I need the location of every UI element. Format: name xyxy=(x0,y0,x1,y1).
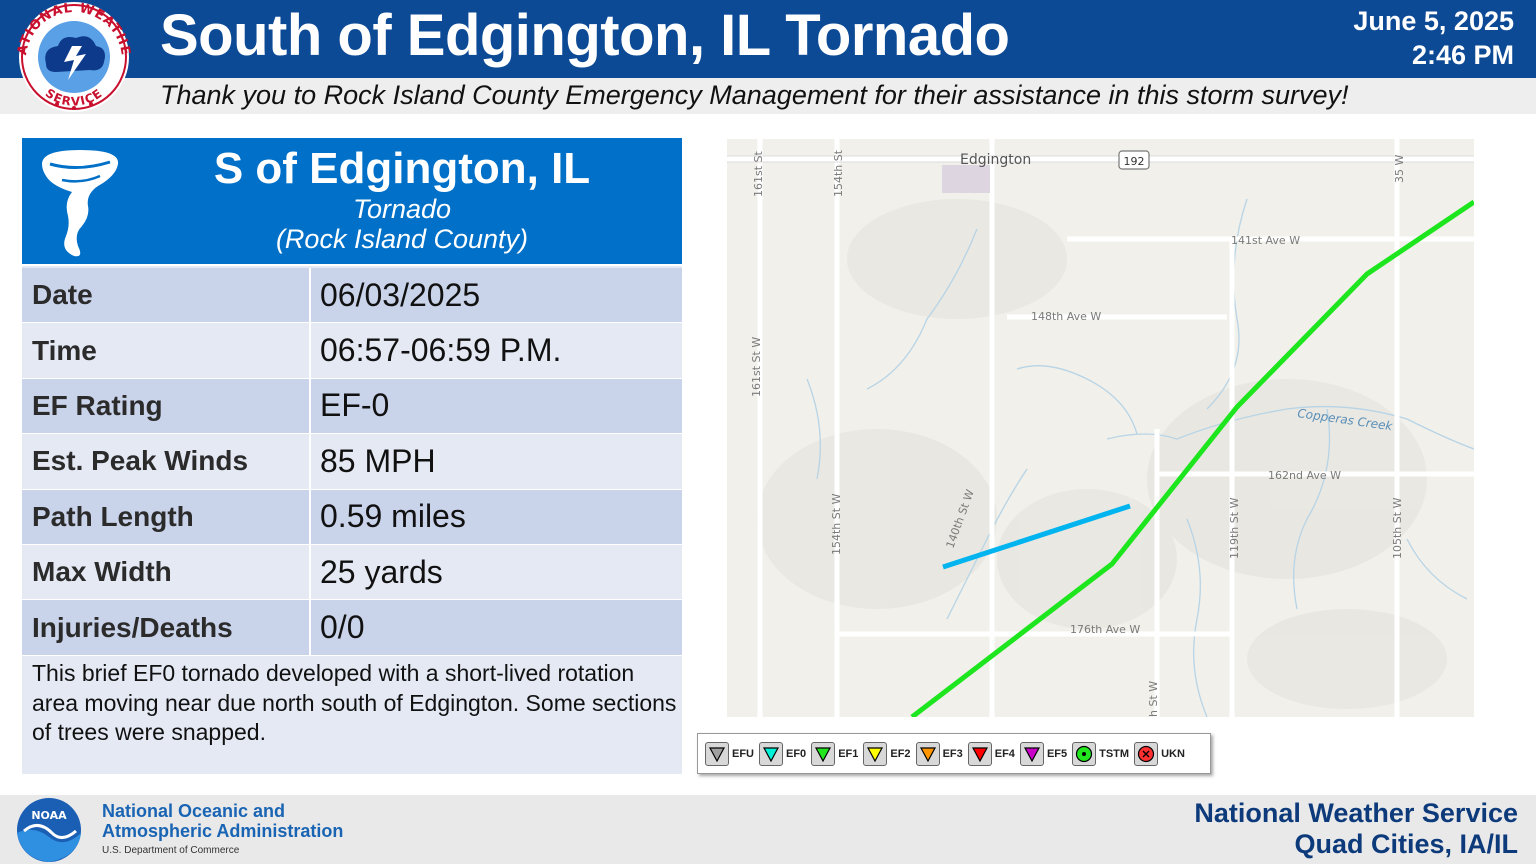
row-ef-rating: EF Rating EF-0 xyxy=(22,378,682,435)
row-label: Date xyxy=(22,268,311,323)
legend-item-tstm: TSTM xyxy=(1072,741,1130,766)
noaa-name-line1: National Oceanic and xyxy=(102,801,286,821)
thanks-bar xyxy=(0,78,1536,114)
tornado-info-card: S of Edgington, IL Tornado (Rock Island … xyxy=(22,138,682,774)
town-label: Edgington xyxy=(960,152,1031,168)
nws-office-name: National Weather Service xyxy=(1194,798,1518,828)
row-label: Injuries/Deaths xyxy=(22,600,311,655)
row-max-width: Max Width 25 yards xyxy=(22,544,682,601)
highway-number: 192 xyxy=(1124,155,1145,168)
legend-label: EF2 xyxy=(890,747,911,760)
row-label: Est. Peak Winds xyxy=(22,434,311,489)
row-injuries-deaths: Injuries/Deaths 0/0 xyxy=(22,600,682,656)
streams xyxy=(806,198,1474,717)
legend-item-ef5: EF5 xyxy=(1019,741,1068,766)
town-area xyxy=(942,165,990,193)
tornado-track-map[interactable]: Edgington 192 161st St 154th St 35 W 141… xyxy=(727,139,1474,717)
legend-item-ukn: UKN xyxy=(1134,741,1185,766)
row-label: Max Width xyxy=(22,544,311,600)
row-value: 0/0 xyxy=(320,609,365,646)
thanks-message: Thank you to Rock Island County Emergenc… xyxy=(160,80,1349,110)
triangle-down-icon xyxy=(863,741,888,766)
legend-label: TSTM xyxy=(1099,747,1130,760)
road-label: 162nd Ave W xyxy=(1268,469,1341,482)
row-value: EF-0 xyxy=(320,387,390,424)
card-header: S of Edgington, IL Tornado (Rock Island … xyxy=(22,138,682,266)
triangle-down-icon xyxy=(811,741,836,766)
legend-label: EF5 xyxy=(1046,747,1068,760)
row-label: EF Rating xyxy=(22,378,311,434)
issue-date: June 5, 2025 xyxy=(1353,6,1514,36)
row-path-length: Path Length 0.59 miles xyxy=(22,489,682,545)
road-label: 141st Ave W xyxy=(1231,234,1300,247)
road-label: 154th St W xyxy=(830,493,843,555)
ef1-tornado-track[interactable] xyxy=(910,199,1474,717)
road-label: 148th Ave W xyxy=(1031,310,1101,323)
row-time: Time 06:57-06:59 P.M. xyxy=(22,323,682,379)
legend-item-ef4: EF4 xyxy=(967,741,1015,766)
details-table: Date 06/03/2025 Time 06:57-06:59 P.M. EF… xyxy=(22,268,682,656)
legend-item-ef2: EF2 xyxy=(863,741,911,766)
road-label: 35 W xyxy=(1393,155,1406,183)
road-label: 154th St xyxy=(832,149,845,197)
triangle-down-icon xyxy=(759,741,783,766)
footer-bar xyxy=(0,795,1536,864)
legend-label: EF4 xyxy=(994,747,1015,760)
ef-rating-legend: EFU EF0 EF1 EF2 EF3 EF4 EF5 TSTM xyxy=(697,733,1211,774)
row-label: Time xyxy=(22,323,311,378)
row-value: 06/03/2025 xyxy=(320,276,481,313)
legend-label: EF0 xyxy=(786,747,807,760)
legend-item-efu: EFU xyxy=(705,741,754,766)
row-value: 85 MPH xyxy=(320,442,436,479)
noaa-logo-text: NOAA xyxy=(31,809,67,822)
triangle-down-icon xyxy=(1019,741,1044,766)
nws-office-location: Quad Cities, IA/IL xyxy=(1294,829,1518,859)
legend-label: UKN xyxy=(1161,747,1185,760)
legend-label: EFU xyxy=(732,747,754,760)
legend-label: EF3 xyxy=(942,747,963,760)
road-label: 161st St xyxy=(752,150,765,197)
road-edges xyxy=(727,155,1474,163)
legend-item-ef1: EF1 xyxy=(811,741,859,766)
row-label: Path Length xyxy=(22,489,311,544)
noaa-department: U.S. Department of Commerce xyxy=(102,845,240,856)
x-circle-icon xyxy=(1134,741,1159,766)
ef0-tornado-track[interactable] xyxy=(942,503,1131,570)
triangle-down-icon xyxy=(705,741,729,766)
road-label: 161st St W xyxy=(750,337,763,397)
noaa-name-line2: Atmospheric Administration xyxy=(102,821,344,841)
highway-shield-icon xyxy=(1118,150,1150,170)
issue-datetime: June 5, 2025 2:46 PM xyxy=(1353,4,1514,72)
row-value: 0.59 miles xyxy=(320,498,466,535)
page-title: South of Edgington, IL Tornado xyxy=(160,3,1010,68)
legend-item-ef0: EF0 xyxy=(759,741,807,766)
road-label: 105th St W xyxy=(1391,497,1404,559)
road-label: h St W xyxy=(1147,681,1160,717)
legend-item-ef3: EF3 xyxy=(915,741,963,766)
triangle-down-icon xyxy=(915,741,940,766)
triangle-down-icon xyxy=(967,741,992,766)
tornado-icon xyxy=(42,150,119,257)
minor-roads xyxy=(727,139,1474,717)
header-bar xyxy=(0,0,1536,78)
noaa-logo: NOAA xyxy=(17,798,81,862)
nws-logo: NATIONAL WEATHER SERVICE xyxy=(12,0,132,112)
legend-label: EF1 xyxy=(838,747,859,760)
road-label: 176th Ave W xyxy=(1070,623,1140,636)
road-label: 119th St W xyxy=(1228,497,1241,559)
card-title: S of Edgington, IL xyxy=(213,144,591,193)
row-date: Date 06/03/2025 xyxy=(22,268,682,324)
row-peak-winds: Est. Peak Winds 85 MPH xyxy=(22,434,682,490)
row-value: 25 yards xyxy=(320,553,443,590)
county-name: (Rock Island County) xyxy=(275,224,529,254)
row-value: 06:57-06:59 P.M. xyxy=(320,332,562,369)
issue-time: 2:46 PM xyxy=(1411,40,1514,70)
dot-circle-icon xyxy=(1072,741,1097,766)
event-type: Tornado xyxy=(352,194,452,224)
event-description: This brief EF0 tornado developed with a … xyxy=(32,660,677,745)
